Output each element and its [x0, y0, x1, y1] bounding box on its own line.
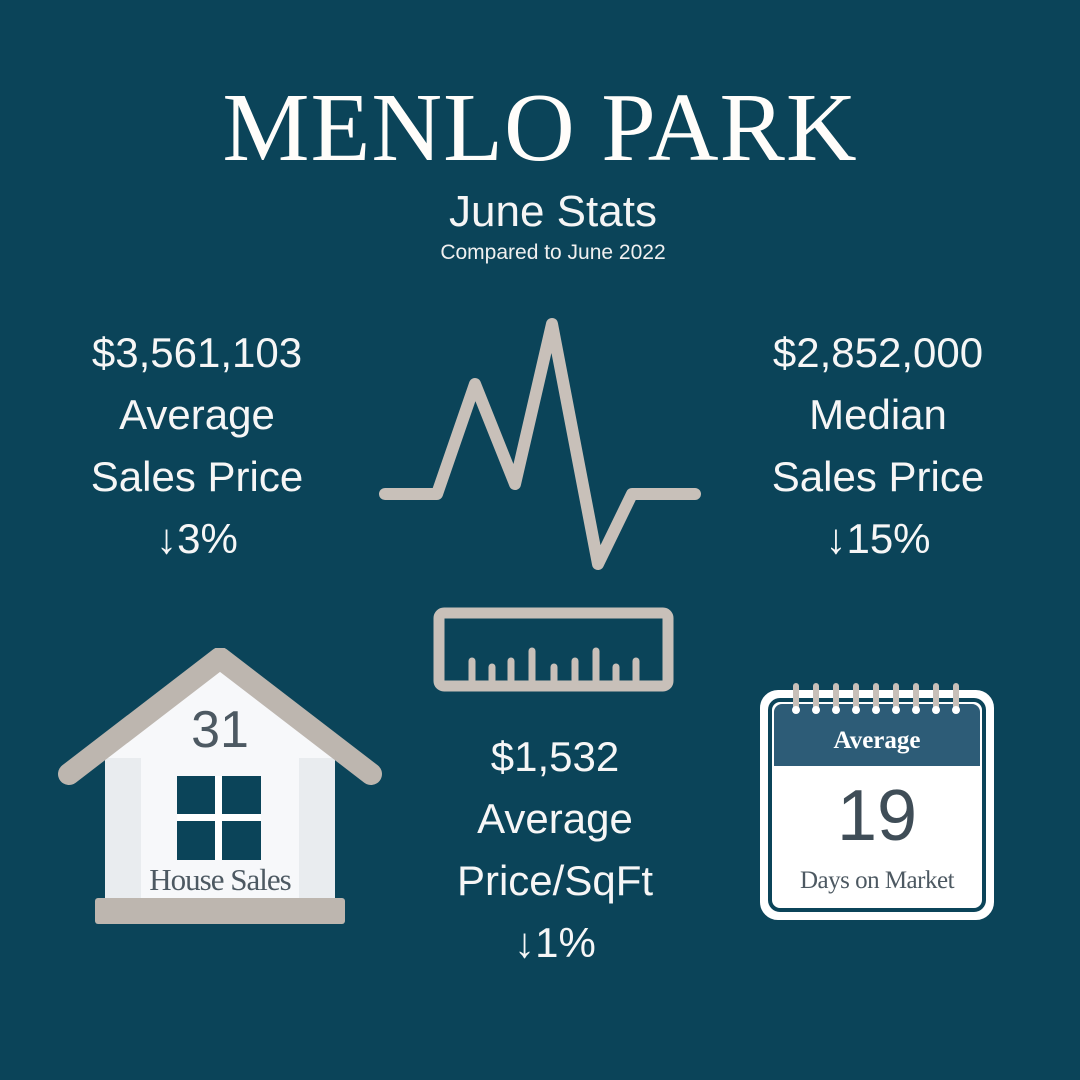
stat-average-price-sqft: $1,532 Average Price/SqFt ↓1% — [405, 726, 705, 974]
calendar-header-label: Average — [833, 727, 921, 754]
stat-label: Average — [119, 391, 275, 438]
stat-label: Sales Price — [90, 453, 304, 500]
house-sales-label: House Sales — [149, 862, 291, 897]
stat-median-sales-price: $2,852,000 Median Sales Price ↓15% — [728, 322, 1028, 570]
stat-change: ↓15% — [825, 515, 931, 562]
stat-change: ↓3% — [156, 515, 238, 562]
stat-label: Average — [477, 795, 633, 842]
stat-value: $3,561,103 — [91, 329, 303, 376]
calendar-icon — [760, 683, 994, 920]
ruler-icon — [433, 607, 674, 692]
days-on-market-card: Average 19 Days on Market — [758, 682, 996, 922]
stat-label: Median — [809, 391, 947, 438]
stat-value: $1,532 — [490, 733, 620, 780]
house-sales-count: 31 — [191, 701, 249, 759]
days-on-market-value: 19 — [836, 776, 918, 856]
stat-average-sales-price: $3,561,103 Average Sales Price ↓3% — [47, 322, 347, 570]
stat-value: $2,852,000 — [772, 329, 984, 376]
stat-change: ↓1% — [514, 919, 596, 966]
stat-label: Sales Price — [771, 453, 985, 500]
page-subtitle: June Stats — [449, 187, 657, 236]
comparison-note: Compared to June 2022 — [440, 241, 666, 264]
stat-label: Price/SqFt — [456, 857, 654, 904]
days-on-market-label: Days on Market — [799, 867, 955, 894]
house-icon — [58, 648, 382, 924]
heartbeat-line-icon — [379, 318, 701, 570]
house-sales-card: 31 House Sales — [55, 648, 385, 928]
window-icon — [177, 776, 261, 860]
page-title: MENLO PARK — [222, 74, 858, 182]
